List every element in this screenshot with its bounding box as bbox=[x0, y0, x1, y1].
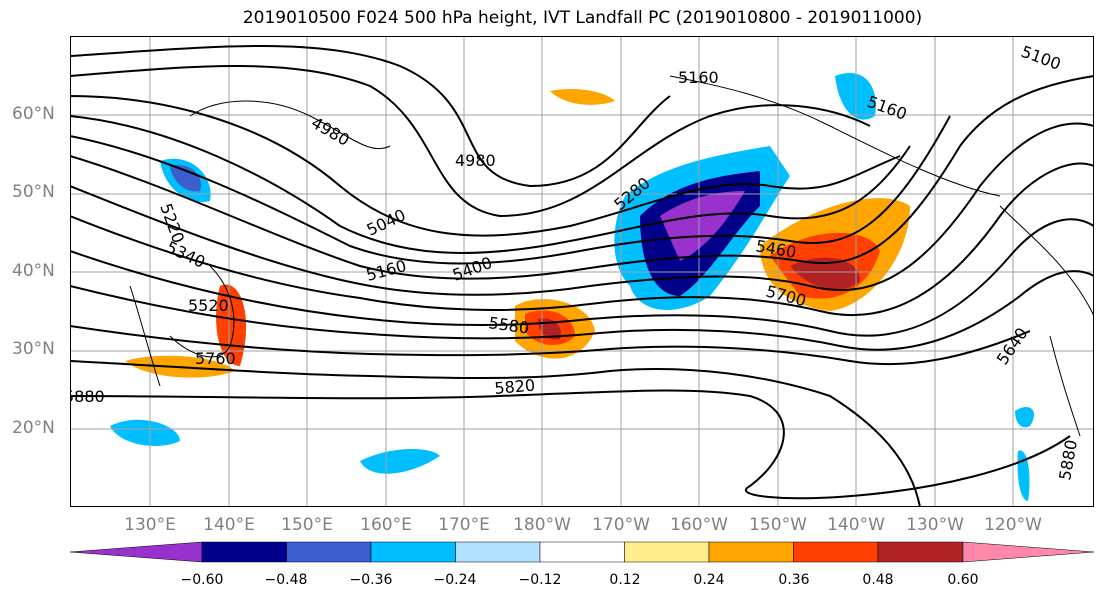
colorbar-cell bbox=[286, 541, 372, 563]
map-title: 2019010500 F024 500 hPa height, IVT Land… bbox=[242, 8, 923, 28]
lon-label: 130°E bbox=[124, 515, 176, 535]
colorbar-tick: 0.24 bbox=[693, 572, 725, 588]
lon-label: 130°W bbox=[906, 515, 964, 535]
colorbar-tick: −0.12 bbox=[518, 572, 562, 588]
lon-label: 180°W bbox=[513, 515, 571, 535]
lon-label: 120°W bbox=[984, 515, 1042, 535]
lat-label: 50°N bbox=[12, 182, 55, 202]
lon-label: 140°W bbox=[827, 515, 885, 535]
colorbar-cell bbox=[708, 541, 794, 563]
colorbar-cell bbox=[539, 541, 625, 563]
contour-label: 5160 bbox=[678, 68, 719, 87]
colorbar-tick: 0.60 bbox=[947, 572, 979, 588]
contour-label: 5760 bbox=[195, 349, 236, 368]
colorbar-cell bbox=[455, 541, 541, 563]
lon-label: 150°W bbox=[749, 515, 807, 535]
lon-label: 160°E bbox=[360, 515, 412, 535]
contour-label: 4980 bbox=[455, 151, 496, 170]
colorbar-tick: 0.12 bbox=[609, 572, 641, 588]
colorbar-tick: 0.48 bbox=[862, 572, 894, 588]
colorbar-tick: −0.36 bbox=[349, 572, 393, 588]
colorbar bbox=[69, 541, 1095, 563]
colorbar-cell bbox=[201, 541, 287, 563]
lat-label: 40°N bbox=[12, 261, 55, 281]
colorbar-tick: −0.24 bbox=[433, 572, 477, 588]
height-contours bbox=[70, 45, 1094, 507]
lon-label: 160°W bbox=[670, 515, 728, 535]
ivt-shading bbox=[110, 72, 1035, 501]
map-panel: 5100 5160 5160 5220 4980 4980 5040 5160 … bbox=[70, 36, 1094, 507]
lon-label: 170°W bbox=[592, 515, 650, 535]
lat-label: 20°N bbox=[12, 418, 55, 438]
colorbar-cell bbox=[370, 541, 456, 563]
colorbar-tick: 0.36 bbox=[778, 572, 810, 588]
colorbar-cells bbox=[69, 541, 1095, 563]
colorbar-cell bbox=[624, 541, 710, 563]
lat-label: 60°N bbox=[12, 104, 55, 124]
lat-label: 30°N bbox=[12, 339, 55, 359]
lon-label: 140°E bbox=[203, 515, 255, 535]
lon-label: 150°E bbox=[281, 515, 333, 535]
colorbar-tick: −0.48 bbox=[264, 572, 308, 588]
colorbar-cell bbox=[69, 541, 203, 563]
lon-label: 170°E bbox=[438, 515, 490, 535]
coastlines bbox=[129, 75, 1094, 437]
colorbar-cell bbox=[962, 541, 1095, 563]
contour-label: 5820 bbox=[494, 376, 536, 398]
colorbar-cell bbox=[877, 541, 963, 563]
colorbar-cell bbox=[793, 541, 879, 563]
contour-label: 5880 bbox=[70, 387, 105, 406]
colorbar-tick: −0.60 bbox=[180, 572, 224, 588]
contour-label: 5520 bbox=[188, 296, 229, 315]
